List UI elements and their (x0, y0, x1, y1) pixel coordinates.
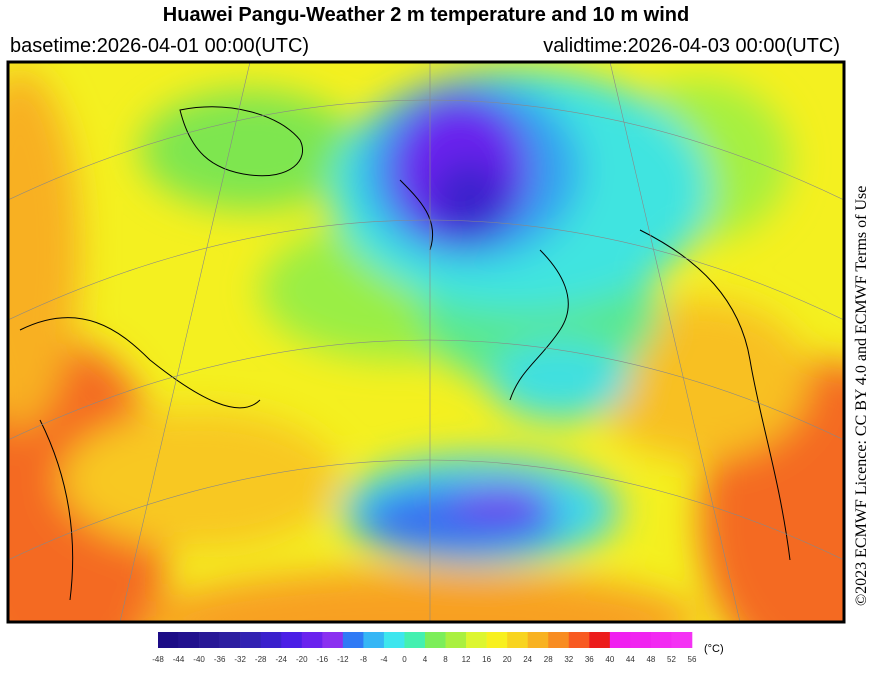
colorbar-segment (445, 632, 467, 648)
colorbar-tick-label: 28 (544, 655, 553, 664)
colorbar-segment (383, 632, 405, 648)
colorbar-segment (650, 632, 672, 648)
colorbar-tick-label: -48 (152, 655, 164, 664)
colorbar-unit: (°C) (704, 643, 724, 655)
graticule (8, 62, 844, 622)
colorbar-segment (425, 632, 446, 648)
colorbar-tick-label: 56 (688, 655, 697, 664)
title: Huawei Pangu-Weather 2 m temperature and… (162, 4, 690, 26)
colorbar-segment (219, 632, 241, 648)
colorbar-tick-label: -16 (317, 655, 329, 664)
coastlines (19, 106, 791, 601)
colorbar-tick-label: -4 (380, 655, 388, 664)
colorbar-tick-label: -44 (173, 655, 185, 664)
colorbar-segment (589, 632, 611, 648)
colorbar-segment (671, 632, 693, 648)
colorbar-tick-label: -20 (296, 655, 308, 664)
colorbar-segment (609, 632, 631, 648)
colorbar-segment (466, 632, 487, 648)
colorbar-tick-label: -12 (337, 655, 349, 664)
colorbar-tick-label: -40 (193, 655, 205, 664)
colorbar-tick-label: 32 (564, 655, 573, 664)
colorbar-segment (548, 632, 570, 648)
colorbar-segment (178, 632, 200, 648)
colorbar-segment (199, 632, 220, 648)
colorbar-segment (158, 632, 179, 648)
colorbar-tick-label: 52 (667, 655, 676, 664)
colorbar-tick-label: 16 (482, 655, 491, 664)
colorbar-tick-label: -36 (214, 655, 226, 664)
validtime: validtime:2026-04-03 00:00(UTC) (543, 35, 840, 57)
colorbar-segment (527, 632, 549, 648)
colorbar-segment (342, 632, 364, 648)
colorbar-tick-label: -24 (275, 655, 287, 664)
colorbar-segment (281, 632, 303, 648)
colorbar-segment (630, 632, 652, 648)
colorbar-tick-label: 20 (503, 655, 512, 664)
colorbar-tick-label: 48 (646, 655, 655, 664)
colorbar-tick-label: 44 (626, 655, 635, 664)
colorbar-segment (260, 632, 282, 648)
colorbar-segment (404, 632, 426, 648)
colorbar-segment (240, 632, 261, 648)
colorbar: -48 -44 -40 -36 -32 -28 -24 -20 -16 -12 -8 -4 0 4 8 12 1… (152, 632, 697, 664)
colorbar-segment (507, 632, 528, 648)
colorbar-tick-label: 0 (402, 655, 407, 664)
colorbar-segment (363, 632, 385, 648)
map-frame (6, 60, 846, 624)
colorbar-tick-label: -28 (255, 655, 267, 664)
colorbar-segment (322, 632, 344, 648)
colorbar-segment (486, 632, 508, 648)
colorbar-segment (301, 632, 323, 648)
colorbar-tick-label: 4 (423, 655, 428, 664)
colorbar-tick-label: -32 (234, 655, 246, 664)
temperature-field (8, 62, 844, 622)
colorbar-tick-label: 40 (605, 655, 614, 664)
colorbar-tick-label: 8 (443, 655, 448, 664)
basetime: basetime:2026-04-01 00:00(UTC) (10, 35, 310, 57)
colorbar-tick-label: 24 (523, 655, 532, 664)
colorbar-segment (568, 632, 590, 648)
licence: ©2023 ECMWF Licence: CC BY 4.0 and ECMWF… (853, 186, 870, 606)
colorbar-tick-label: -8 (360, 655, 368, 664)
colorbar-tick-label: 12 (462, 655, 471, 664)
colorbar-tick-label: 36 (585, 655, 594, 664)
